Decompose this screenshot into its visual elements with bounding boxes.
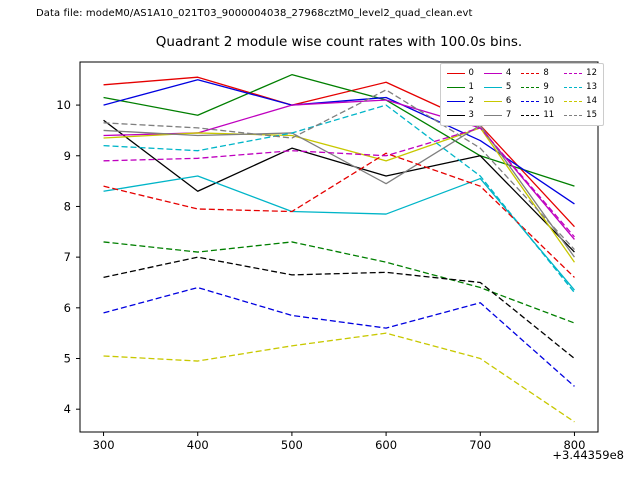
legend-label: 14 — [586, 96, 597, 106]
legend-label: 8 — [543, 68, 549, 78]
x-tick-label: 600 — [375, 438, 397, 452]
legend-item-8: 8 — [521, 67, 554, 80]
legend-line-sample — [564, 87, 583, 88]
series-line-12 — [103, 127, 575, 238]
legend-label: 2 — [468, 96, 474, 106]
legend-item-4: 4 — [483, 67, 512, 80]
y-tick-label: 4 — [64, 402, 71, 416]
legend-item-2: 2 — [446, 95, 474, 108]
legend-line-sample — [564, 73, 583, 74]
legend-item-13: 13 — [564, 81, 597, 94]
y-tick-label: 5 — [64, 352, 71, 366]
legend-label: 5 — [505, 82, 512, 92]
legend-item-0: 0 — [446, 67, 474, 80]
legend-item-5: 5 — [483, 81, 512, 94]
data-file-label: Data file: modeM0/AS1A10_021T03_90000040… — [36, 8, 473, 19]
series-line-7 — [103, 124, 575, 258]
series-line-3 — [103, 119, 575, 253]
legend-line-sample — [483, 73, 502, 74]
legend-label: 9 — [543, 82, 549, 92]
legend-item-3: 3 — [446, 109, 474, 122]
series-line-15 — [103, 89, 575, 250]
legend-item-9: 9 — [521, 81, 554, 94]
legend: 0 1 2 3 4 5 6 7 8 9 10 11 12 13 14 15 — [439, 63, 604, 126]
y-tick-label: 7 — [64, 250, 71, 264]
legend-item-6: 6 — [483, 95, 512, 108]
legend-item-14: 14 — [564, 95, 597, 108]
x-tick-label: 700 — [469, 438, 491, 452]
x-tick-label: 500 — [281, 438, 303, 452]
legend-item-11: 11 — [521, 109, 554, 122]
legend-line-sample — [483, 101, 502, 102]
legend-label: 15 — [586, 110, 597, 120]
legend-label: 3 — [468, 110, 474, 120]
series-line-6 — [103, 127, 575, 263]
series-line-8 — [103, 152, 575, 278]
legend-item-12: 12 — [564, 67, 597, 80]
legend-line-sample — [564, 115, 583, 116]
legend-line-sample — [521, 115, 540, 116]
series-line-5 — [103, 175, 575, 291]
series-line-11 — [103, 256, 575, 360]
legend-line-sample — [521, 73, 540, 74]
legend-line-sample — [483, 115, 502, 116]
x-tick-label: 800 — [563, 438, 585, 452]
legend-line-sample — [446, 73, 465, 74]
chart-title: Quadrant 2 module wise count rates with … — [155, 34, 523, 50]
legend-label: 7 — [505, 110, 512, 120]
legend-line-sample — [521, 101, 540, 102]
legend-line-sample — [564, 101, 583, 102]
legend-line-sample — [521, 87, 540, 88]
x-tick-label: 300 — [93, 438, 115, 452]
legend-item-7: 7 — [483, 109, 512, 122]
series-line-1 — [103, 74, 575, 187]
legend-label: 13 — [586, 82, 597, 92]
legend-label: 1 — [468, 82, 474, 92]
legend-label: 10 — [543, 96, 555, 106]
legend-line-sample — [446, 87, 465, 88]
x-tick-label: 400 — [187, 438, 209, 452]
legend-label: 4 — [505, 68, 512, 78]
legend-item-15: 15 — [564, 109, 597, 122]
legend-label: 12 — [586, 68, 597, 78]
y-tick-label: 6 — [64, 301, 71, 315]
series-line-13 — [103, 104, 575, 294]
legend-line-sample — [483, 87, 502, 88]
legend-label: 0 — [468, 68, 474, 78]
series-line-14 — [103, 332, 575, 423]
legend-item-10: 10 — [521, 95, 554, 108]
legend-label: 6 — [505, 96, 512, 106]
series-line-9 — [103, 241, 575, 324]
series-line-0 — [103, 76, 575, 228]
legend-line-sample — [446, 101, 465, 102]
y-tick-label: 9 — [64, 149, 71, 163]
legend-line-sample — [446, 115, 465, 116]
legend-label: 11 — [543, 110, 555, 120]
y-tick-label: 10 — [56, 98, 71, 112]
series-line-10 — [103, 286, 575, 387]
axes-frame — [79, 61, 599, 433]
y-tick-label: 8 — [64, 199, 71, 213]
legend-item-1: 1 — [446, 81, 474, 94]
x-axis-offset-label: +3.44359e8 — [552, 448, 624, 462]
